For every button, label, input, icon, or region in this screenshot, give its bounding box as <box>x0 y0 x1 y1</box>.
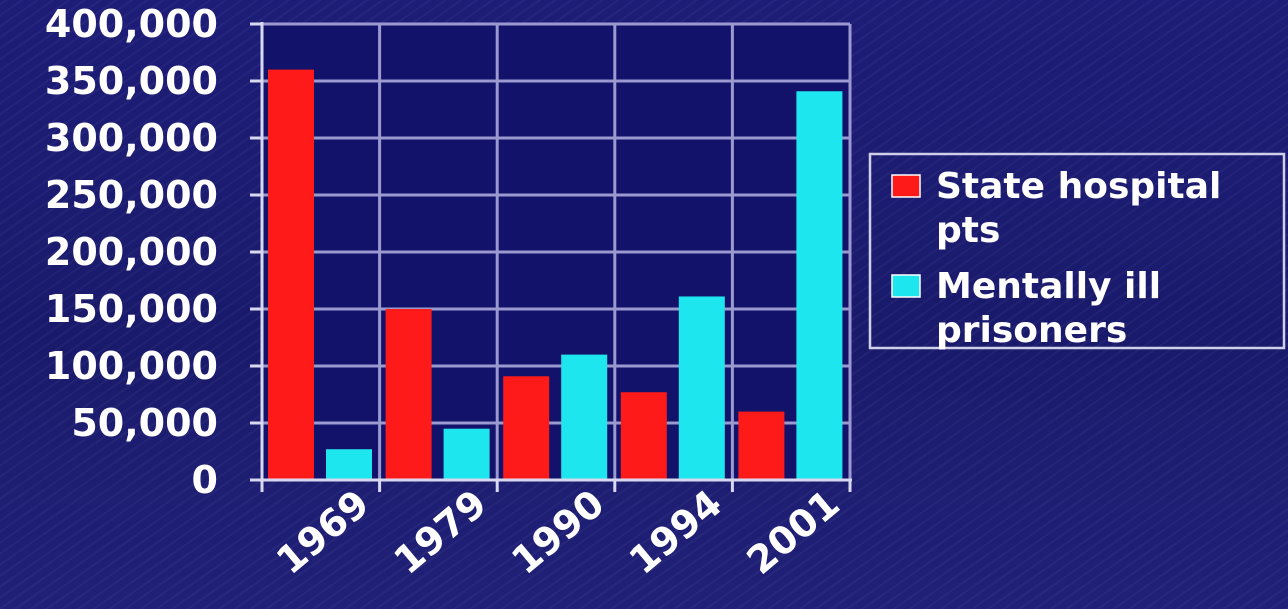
bar-state-hospital-2001 <box>738 411 785 480</box>
x-tick-label-1969: 1969 <box>268 481 377 583</box>
y-tick-label: 50,000 <box>71 401 218 445</box>
y-tick-label: 150,000 <box>45 287 218 331</box>
legend-box <box>868 152 1286 350</box>
legend-label-line: pts <box>936 210 1000 251</box>
legend-swatch-state-hospital <box>891 174 921 198</box>
bar-prisoners-2001 <box>796 91 843 480</box>
bar-prisoners-1979 <box>443 428 490 480</box>
legend-swatch-prisoners <box>891 274 921 298</box>
y-tick-label: 0 <box>192 458 218 502</box>
y-tick-label: 350,000 <box>45 59 218 103</box>
plot-area <box>262 22 852 480</box>
bar-prisoners-1994 <box>678 296 725 480</box>
x-tick-label-1994: 1994 <box>621 481 730 583</box>
bar-prisoners-1969 <box>326 449 372 480</box>
y-tick-label: 400,000 <box>45 2 218 46</box>
bar-state-hospital-1969 <box>268 69 314 480</box>
y-tick-label: 250,000 <box>45 173 218 217</box>
y-tick-label: 100,000 <box>45 344 218 388</box>
x-tick-label-1979: 1979 <box>386 481 495 583</box>
legend-label-line: Mentally ill <box>936 266 1161 307</box>
y-tick-label: 200,000 <box>45 230 218 274</box>
bar-state-hospital-1990 <box>503 376 550 480</box>
bar-state-hospital-1994 <box>620 392 667 480</box>
x-tick-label-2001: 2001 <box>738 481 847 583</box>
bar-prisoners-1990 <box>561 354 608 480</box>
bars <box>268 69 843 480</box>
x-tick-label-1990: 1990 <box>503 481 612 583</box>
y-tick-label: 300,000 <box>45 116 218 160</box>
legend-label-line: State hospital <box>936 166 1221 207</box>
legend-label-line: prisoners <box>936 310 1127 351</box>
bar-state-hospital-1979 <box>385 309 432 480</box>
